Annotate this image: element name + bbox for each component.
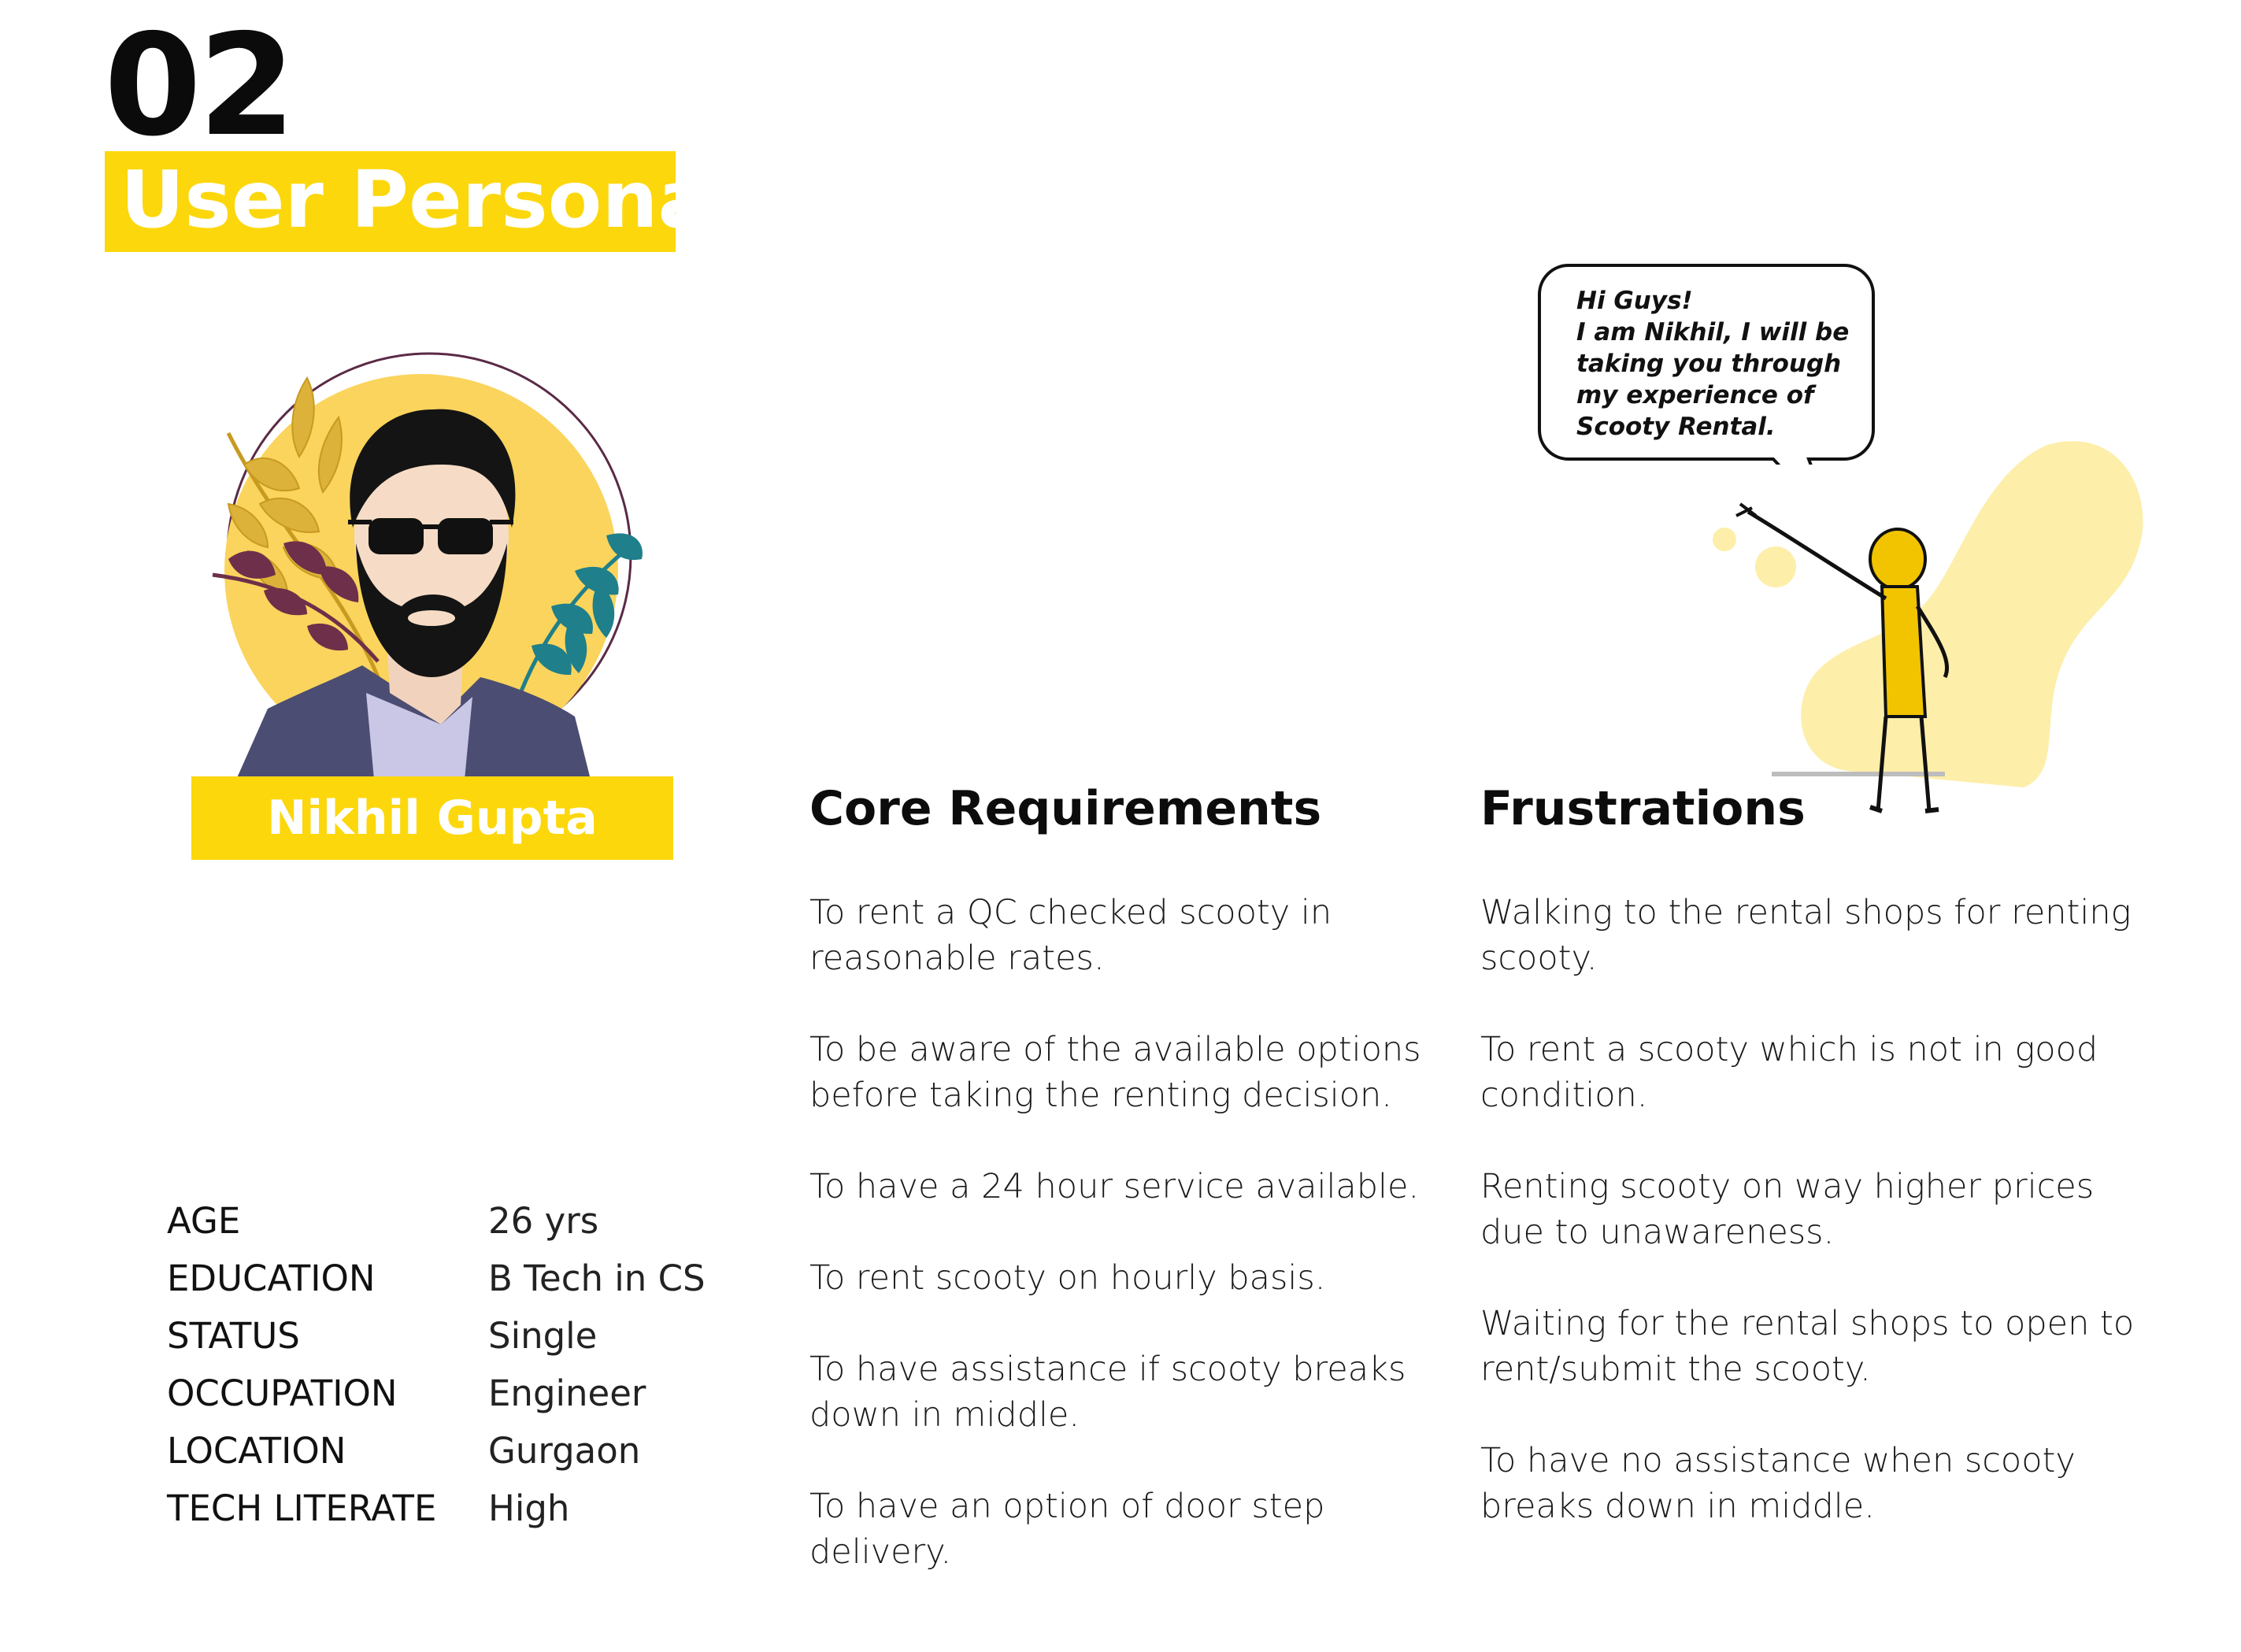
ground-line (1772, 772, 1945, 776)
list-item: To rent a QC checked scooty in reasonabl… (809, 893, 1332, 978)
fact-label-occupation: OCCUPATION (167, 1372, 398, 1414)
mouth-area (408, 610, 455, 626)
fact-value-tech-literate: High (488, 1487, 570, 1529)
persona-name-highlight (191, 776, 673, 860)
fact-label-location: LOCATION (167, 1430, 346, 1472)
list-item: Waiting for the rental shops to open to … (1480, 1304, 2135, 1389)
bubble-line: Hi Guys! (1576, 287, 1693, 315)
section-number: 02 (104, 4, 296, 167)
speech-bubble (1538, 264, 1875, 465)
fact-value-occupation: Engineer (488, 1372, 646, 1414)
bubble-line: taking you through (1576, 350, 1842, 378)
bubble-line: my experience of (1576, 381, 1814, 409)
list-item: To have assistance if scooty breaks down… (809, 1350, 1406, 1435)
small-circle (1713, 528, 1736, 551)
list-item: To have a 24 hour service available. (809, 1167, 1420, 1206)
fact-label-education: EDUCATION (167, 1258, 376, 1299)
speech-bubble-text: Hi Guys! I am Nikhil, I will be taking y… (1576, 285, 1860, 443)
fact-value-location: Gurgaon (488, 1430, 641, 1472)
bubble-line: I am Nikhil, I will be (1576, 318, 1850, 346)
bubble-line: Scooty Rental. (1576, 413, 1776, 441)
list-item: Renting scooty on way higher prices due … (1480, 1167, 2095, 1252)
fact-label-tech-literate: TECH LITERATE (167, 1487, 437, 1529)
plum-leaf-icon (212, 541, 380, 663)
figure-head (1869, 528, 1927, 591)
fact-label-age: AGE (167, 1200, 241, 1242)
list-item: To rent scooty on hourly basis. (809, 1258, 1326, 1298)
fact-label-status: STATUS (167, 1315, 300, 1357)
persona-name: Nikhil Gupta (267, 791, 598, 846)
figure-arm-raised (1746, 509, 1887, 601)
speech-bubble-outline (1538, 264, 1875, 465)
sunglasses-icon (348, 518, 513, 554)
persona-avatar-illustration (212, 352, 643, 780)
list-item: To be aware of the available options bef… (809, 1030, 1421, 1115)
waving-figure-illustration (1713, 441, 2143, 813)
small-circle (1755, 546, 1796, 587)
core-requirements-heading: Core Requirements (809, 781, 1322, 836)
figure-arm-down (1915, 605, 1950, 679)
figure-legs (1876, 716, 1932, 812)
frustrations-heading: Frustrations (1480, 781, 1806, 836)
fact-value-age: 26 yrs (488, 1200, 599, 1242)
list-item: Walking to the rental shops for renting … (1480, 893, 2132, 978)
figure-torso (1880, 585, 1928, 718)
list-item: To have an option of door step delivery. (809, 1487, 1325, 1572)
shirt (366, 693, 472, 780)
title-highlight (105, 151, 676, 252)
fact-value-status: Single (488, 1315, 598, 1357)
face (354, 433, 509, 638)
list-item: To rent a scooty which is not in good co… (1480, 1030, 2098, 1115)
teal-leaf-icon (509, 533, 643, 717)
list-item: To have no assistance when scooty breaks… (1480, 1441, 2076, 1526)
waving-hand-icon (1735, 502, 1758, 517)
yellow-blob (1801, 441, 2143, 787)
fact-value-education: B Tech in CS (488, 1258, 706, 1299)
hair (350, 409, 516, 528)
page-title: User Persona (120, 154, 711, 246)
figure-feet (1869, 805, 1939, 813)
